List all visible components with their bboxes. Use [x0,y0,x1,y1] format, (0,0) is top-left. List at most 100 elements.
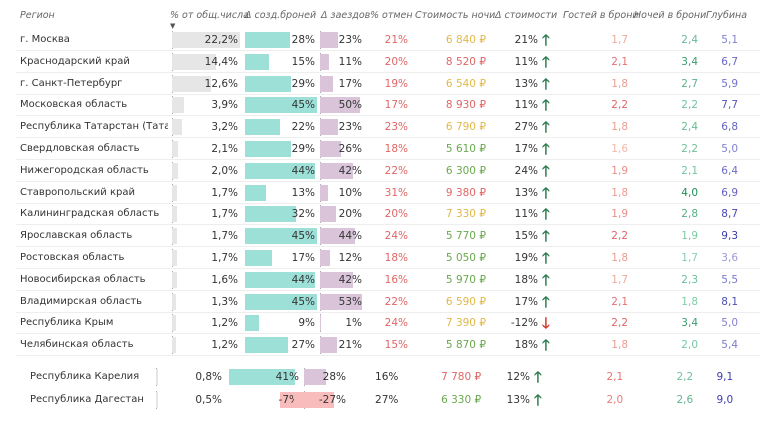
guests-value: 1,8 [611,186,628,199]
bookings-bar [229,369,295,385]
nights-value: 2,4 [681,34,698,46]
share-value: 1,7% [211,252,238,264]
table-row[interactable]: Челябинская область 1,2% 27% 21% 15% 5 870 ₽ 1… [0,334,775,357]
table-row[interactable]: Республика Татарстан (Татарстан) 3,2% 22% 2… [0,116,775,139]
table-row[interactable]: Нижегородская область 2,0% 44% 42% 22% 6 300 … [0,160,775,182]
bookings-bar [245,97,317,114]
share-bar [172,337,176,354]
depth-value: 9,3 [721,230,738,243]
header-price[interactable]: Стоимость ночи [415,10,496,21]
header-price-delta[interactable]: Δ стоимости [495,10,558,21]
guests-value: 2,1 [606,371,624,383]
row-divider [16,289,760,291]
checkins-value: 28% [322,371,346,383]
price-value: 5 050 ₽ [445,252,486,264]
sort-desc-icon[interactable]: ▼ [170,22,176,30]
table-row[interactable]: Владимирская область 1,3% 45% 53% 22% 6 590 ₽… [0,291,775,313]
cancel-value: 31% [384,186,408,199]
guests-value: 1,8 [611,77,628,90]
price-value: 6 840 ₽ [445,34,486,46]
cancel-value: 18% [384,143,408,155]
table-row[interactable]: Ярославская область 1,7% 45% 44% 24% 5 770 ₽ 1… [0,225,775,248]
header-region[interactable]: Регион [20,10,55,21]
share-bar [172,293,176,310]
bookings-value: 28% [291,34,315,46]
bookings-bar [245,271,316,288]
price-delta-value: 11% [514,208,538,221]
guests-value: 2,0 [606,394,624,406]
row-divider [16,115,760,117]
share-value: 22,2% [204,34,238,46]
bookings-bar [245,75,292,92]
checkins-value: 23% [338,34,362,46]
arrow-up-icon: 🡑 [542,96,550,115]
nights-value: 2,6 [676,394,694,406]
arrow-up-icon: 🡑 [542,161,550,180]
bookings-value: 27% [291,339,315,352]
table-row[interactable]: Свердловская область 2,1% 29% 26% 18% 5 610 ₽… [0,138,775,160]
region-name: Республика Крым [20,317,114,329]
price-value: 6 300 ₽ [445,164,486,177]
nights-value: 3,4 [681,317,698,330]
price-delta-value: 12% [506,371,530,383]
table-row[interactable]: Новосибирская область 1,6% 44% 42% 16% 5 970 … [0,269,775,291]
header-cancel[interactable]: % отмен [370,10,413,21]
guests-value: 1,8 [611,339,628,352]
table-row[interactable]: Калининградская область 1,7% 32% 20% 20% 7 33… [0,203,775,226]
table-row[interactable]: Краснодарский край 14,4% 15% 11% 20% 8 520 ₽ 1… [0,51,775,73]
header-depth[interactable]: Глубина [706,10,748,21]
header-checkins-delta[interactable]: Δ заездов [321,10,371,21]
row-divider [16,50,760,51]
share-bar [172,206,178,223]
table-row[interactable]: Ставропольский край 1,7% 13% 10% 31% 9 380 ₽ 1… [0,182,775,204]
table-row[interactable]: Ростовская область 1,7% 17% 12% 18% 5 050 ₽ 19… [0,247,775,269]
row-divider [16,159,760,160]
share-bar [172,141,179,157]
table-row[interactable]: Республика Крым 1,2% 9% 1% 24% 7 390 ₽ -12% 🡓 2,… [0,312,775,335]
cancel-value: 19% [384,77,408,90]
share-value: 1,7% [211,208,238,221]
row-divider [16,71,760,73]
nights-value: 1,9 [681,230,698,243]
arrow-up-icon: 🡑 [542,270,550,289]
header-bookings-delta[interactable]: Δ созд.броней [245,10,317,21]
depth-value: 8,1 [721,295,738,308]
table-row[interactable]: г. Санкт-Петербург 12,6% 29% 17% 19% 6 540 ₽ 1… [0,73,775,95]
cancel-value: 15% [384,339,408,352]
bookings-bar [245,293,317,310]
share-bar [156,369,159,385]
cancel-value: 22% [384,164,408,177]
checkins-bar [320,141,341,157]
cancel-value: 24% [384,230,408,243]
depth-value: 9,0 [716,394,734,406]
price-delta-value: 18% [514,273,538,286]
share-value: 1,7% [211,186,238,199]
region-name: Новосибирская область [20,273,146,285]
price-value: 5 970 ₽ [445,273,486,286]
price-delta-value: 11% [514,99,538,112]
footer-row[interactable]: Республика Дагестан 0,5% -7% -27% 27% 6 330 ₽… [0,389,775,411]
footer-row[interactable]: Республика Карелия 0,8% 41% 28% 16% 7 780 ₽ 12… [0,366,775,388]
bookings-bar [245,228,317,245]
nights-value: 2,7 [681,77,698,90]
share-bar [172,75,211,92]
depth-value: 6,8 [721,121,738,134]
header-nights[interactable]: Ночей в брони [634,10,707,21]
header-share[interactable]: % от общ.числа [170,10,249,21]
price-value: 7 780 ₽ [441,371,482,383]
bookings-bar [245,315,260,332]
table-row[interactable]: г. Москва 22,2% 28% 23% 21% 6 840 ₽ 21% 🡑 1,7 2,4… [0,29,775,51]
header-guests[interactable]: Гостей в брони [563,10,639,21]
cancel-value: 17% [384,99,408,112]
table-row[interactable]: Московская область 3,9% 45% 50% 17% 8 930 ₽ 11… [0,94,775,117]
arrow-up-icon: 🡑 [542,118,550,137]
share-value: 3,2% [211,121,238,134]
checkins-bar [320,162,354,179]
row-divider [16,246,760,248]
row-divider [16,355,760,357]
depth-value: 6,7 [721,55,738,68]
price-delta-value: 17% [514,295,538,308]
row-divider [16,224,760,226]
nights-value: 4,0 [681,186,698,199]
arrow-up-icon: 🡑 [542,205,550,224]
